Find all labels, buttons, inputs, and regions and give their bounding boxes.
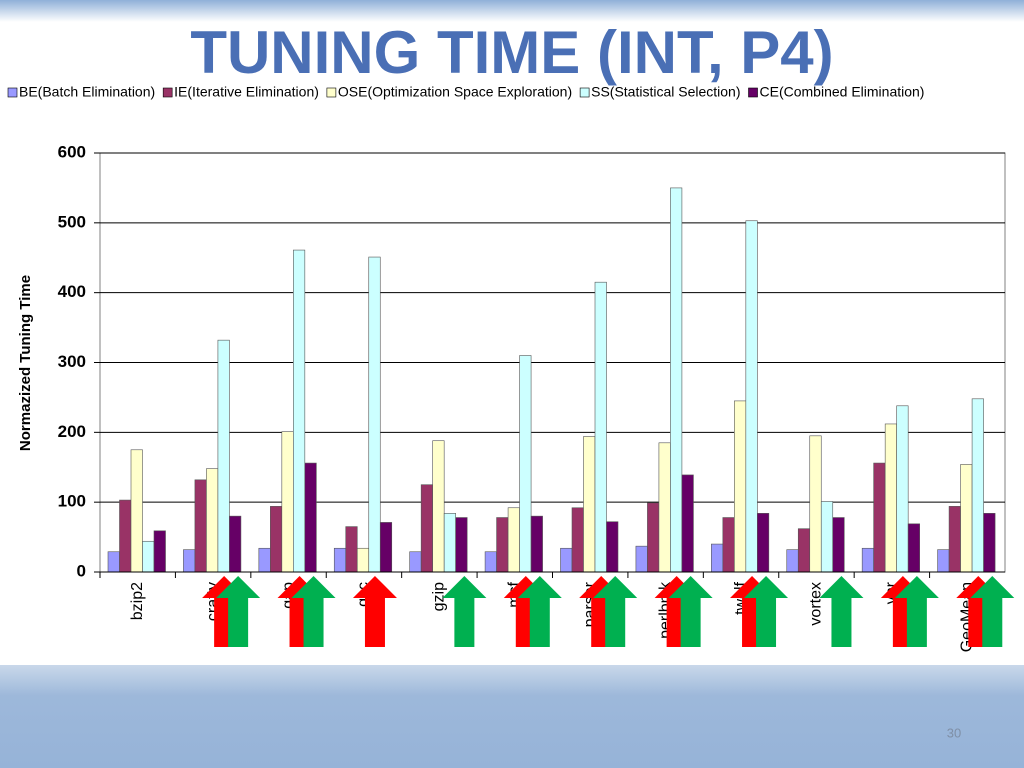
y-tick-label: 100 — [58, 492, 86, 511]
bar — [519, 355, 532, 573]
bar — [455, 517, 468, 573]
bar — [896, 405, 909, 573]
arrow — [352, 576, 397, 647]
y-tick-label: 200 — [58, 422, 86, 441]
bar — [229, 515, 242, 573]
top-band — [0, 0, 1024, 22]
legend-label: BE(Batch Elimination) — [19, 84, 155, 100]
y-tick-label: 300 — [58, 352, 86, 371]
y-axis-label: Normazized Tuning Time — [17, 275, 34, 451]
bar — [420, 484, 433, 573]
bar — [142, 540, 155, 573]
bar — [797, 528, 811, 573]
x-tick-label: vortex — [808, 582, 825, 626]
bar — [443, 513, 456, 573]
bar — [722, 517, 735, 573]
bar — [119, 499, 132, 573]
bar — [281, 431, 294, 573]
bar — [356, 547, 370, 573]
arrow — [894, 576, 939, 647]
bar — [635, 545, 648, 573]
slide-title: TUNING TIME (INT, P4) — [190, 19, 833, 86]
legend-label: IE(Iterative Elimination) — [174, 84, 319, 100]
bar — [861, 547, 874, 573]
bar — [270, 506, 283, 573]
bar — [183, 549, 196, 573]
bar — [293, 249, 306, 573]
legend-label: SS(Statistical Selection) — [591, 84, 740, 100]
y-tick-label: 400 — [58, 282, 86, 301]
bar — [937, 549, 950, 573]
bar — [670, 187, 683, 573]
legend-label: CE(Combined Elimination) — [760, 84, 925, 100]
bar — [153, 530, 166, 573]
bar — [333, 547, 347, 573]
x-tick-label: bzip2 — [129, 582, 146, 620]
arrow — [819, 576, 864, 647]
y-tick-label: 0 — [77, 561, 86, 580]
bar — [368, 256, 381, 573]
arrow — [517, 576, 562, 647]
arrow — [291, 576, 336, 647]
bar — [873, 462, 886, 573]
bar — [745, 220, 758, 573]
bar — [432, 440, 445, 573]
bar — [809, 435, 822, 573]
arrow — [744, 576, 789, 647]
legend-swatch — [326, 87, 337, 98]
bar — [734, 400, 747, 573]
bar — [948, 506, 961, 573]
bar — [594, 281, 607, 573]
bar — [832, 517, 845, 573]
bar — [658, 442, 671, 573]
bar — [379, 522, 393, 573]
legend-swatch — [7, 87, 18, 98]
arrow — [442, 576, 487, 647]
bar — [409, 551, 422, 573]
bar — [757, 513, 770, 573]
y-tick-label: 600 — [58, 142, 86, 161]
bar — [496, 517, 509, 573]
arrow — [970, 576, 1015, 647]
bar — [507, 507, 520, 573]
arrow — [668, 576, 713, 647]
bar — [530, 515, 543, 573]
legend-swatch — [748, 87, 758, 98]
arrow — [593, 576, 638, 647]
bar — [560, 547, 573, 573]
legend-swatch — [162, 87, 173, 98]
bar — [345, 526, 358, 573]
legend-swatch — [579, 87, 590, 98]
bar — [304, 462, 317, 573]
bar — [206, 468, 219, 573]
bar — [983, 513, 996, 573]
x-tick-label: gzip — [431, 582, 448, 611]
bottom-band — [0, 665, 1024, 768]
bar — [786, 549, 799, 573]
bar — [571, 507, 584, 573]
bar — [971, 398, 984, 573]
bar — [820, 501, 834, 573]
bar — [258, 547, 271, 573]
bar — [711, 543, 724, 573]
bar — [217, 339, 230, 573]
bar — [960, 464, 973, 573]
bar — [681, 474, 694, 573]
bar — [107, 551, 120, 573]
bar — [130, 449, 143, 573]
bar — [484, 551, 497, 573]
page-number: 30 — [947, 725, 961, 740]
bar — [884, 423, 897, 573]
bar — [647, 502, 660, 573]
bar — [583, 436, 596, 573]
bar — [606, 521, 619, 573]
arrow — [216, 576, 261, 647]
bar — [907, 523, 920, 573]
y-tick-label: 500 — [58, 212, 86, 231]
bar — [194, 479, 207, 573]
legend-label: OSE(Optimization Space Exploration) — [338, 84, 572, 100]
